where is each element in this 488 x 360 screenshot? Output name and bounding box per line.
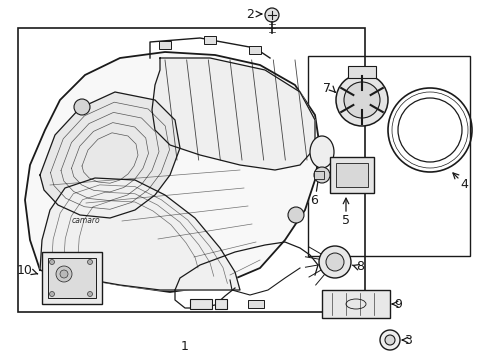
- Circle shape: [287, 207, 304, 223]
- Text: 1: 1: [181, 339, 188, 352]
- Bar: [48, 258, 96, 298]
- Text: 5: 5: [341, 213, 349, 226]
- Text: 6: 6: [309, 194, 317, 207]
- Polygon shape: [40, 92, 180, 218]
- Text: 8: 8: [355, 261, 363, 274]
- Circle shape: [343, 82, 379, 118]
- Polygon shape: [25, 52, 319, 292]
- Text: 9: 9: [393, 297, 401, 310]
- Circle shape: [87, 260, 92, 265]
- Text: 4: 4: [459, 179, 467, 192]
- Text: 2: 2: [245, 8, 253, 21]
- Circle shape: [60, 270, 68, 278]
- Circle shape: [384, 335, 394, 345]
- Circle shape: [335, 74, 387, 126]
- Bar: [159, 41, 171, 49]
- Circle shape: [318, 246, 350, 278]
- Text: camaro: camaro: [72, 216, 101, 225]
- Bar: [247, 300, 264, 308]
- Ellipse shape: [309, 136, 333, 168]
- Circle shape: [264, 8, 279, 22]
- Circle shape: [325, 253, 343, 271]
- Text: 10: 10: [17, 264, 33, 276]
- Polygon shape: [152, 58, 314, 170]
- Bar: [321, 290, 389, 318]
- Bar: [307, 56, 469, 256]
- Circle shape: [49, 260, 54, 265]
- Circle shape: [87, 292, 92, 297]
- Text: 7: 7: [323, 81, 330, 94]
- Circle shape: [379, 330, 399, 350]
- Polygon shape: [40, 178, 240, 290]
- Bar: [248, 46, 261, 54]
- Bar: [18, 28, 364, 312]
- Bar: [190, 299, 212, 309]
- Bar: [329, 157, 373, 193]
- Circle shape: [74, 99, 90, 115]
- Bar: [347, 66, 375, 78]
- Bar: [313, 171, 324, 179]
- Circle shape: [313, 167, 329, 183]
- Bar: [335, 163, 367, 187]
- Circle shape: [49, 292, 54, 297]
- Bar: [42, 252, 102, 304]
- Circle shape: [56, 266, 72, 282]
- Bar: [203, 36, 216, 44]
- Bar: [215, 299, 226, 309]
- Text: 3: 3: [403, 333, 411, 346]
